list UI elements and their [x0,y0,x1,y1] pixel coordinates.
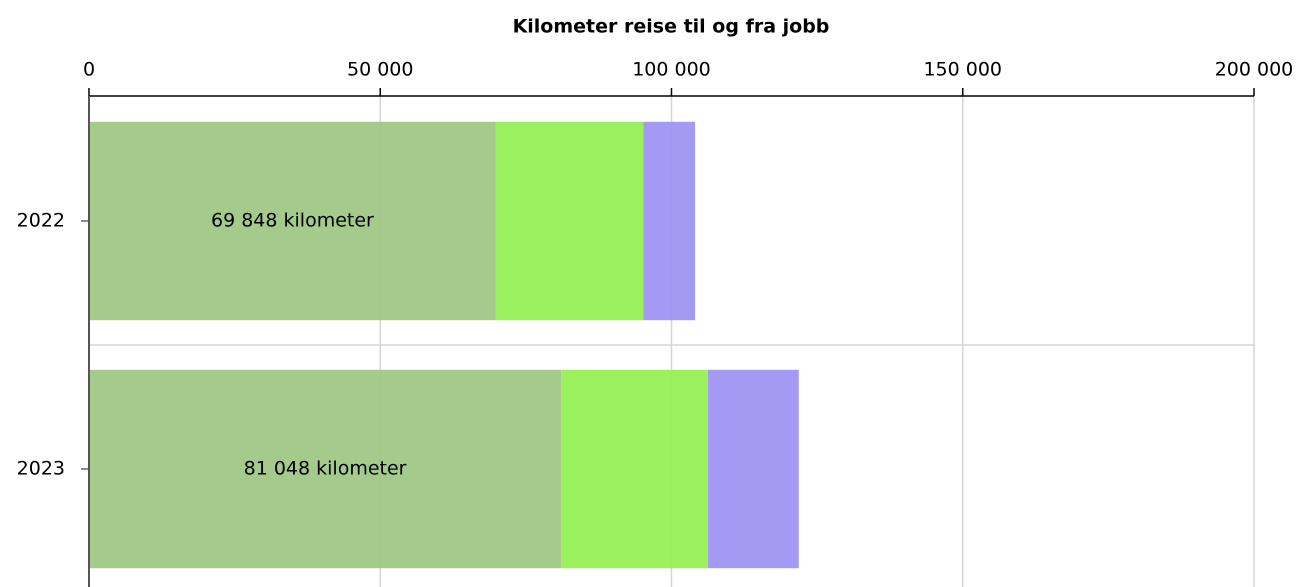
x-tick-label: 200 000 [1215,59,1294,81]
bar-segment [707,369,799,569]
y-tick-label: 2022 [17,210,65,232]
bar-segment [89,121,496,321]
x-tick-label: 150 000 [923,59,1002,81]
bar-segment [89,369,562,569]
chart-title: Kilometer reise til og fra jobb [513,16,830,38]
bar-segment [561,369,708,569]
x-tick-label: 100 000 [632,59,711,81]
bar-segment [643,121,696,321]
y-tick-label: 2023 [17,458,65,480]
x-tick-label: 0 [83,59,95,81]
data-label: 81 048 kilometer [244,458,407,480]
data-label: 69 848 kilometer [211,210,374,232]
x-tick-label: 50 000 [347,59,413,81]
bar-segment [495,121,644,321]
